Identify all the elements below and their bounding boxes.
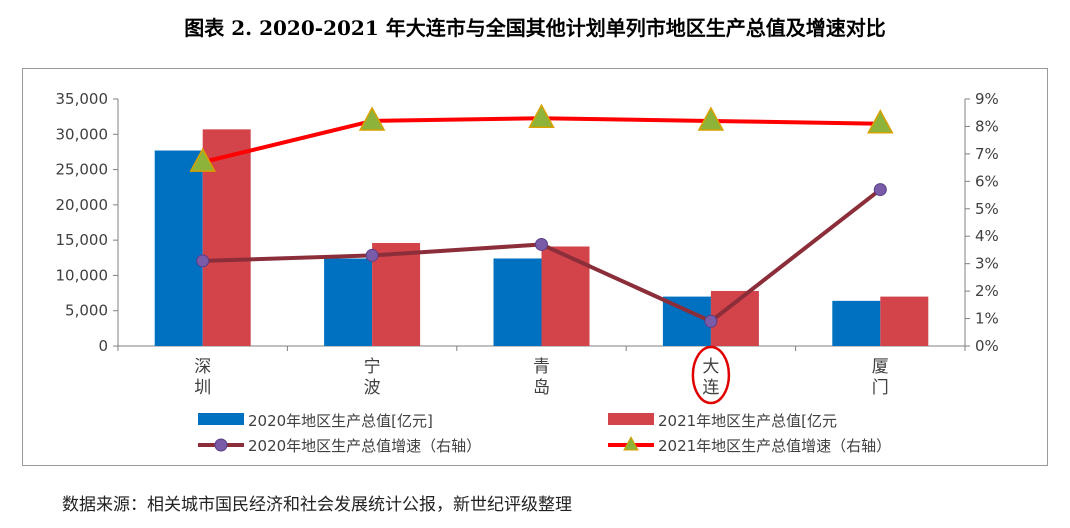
point-2021-growth: [528, 103, 555, 128]
right-axis-tick-label: 0%: [975, 337, 999, 355]
right-axis-tick-label: 3%: [975, 255, 999, 273]
bar-2020: [832, 300, 881, 346]
left-axis-tick-label: 30,000: [56, 125, 109, 143]
category-label-char: 圳: [194, 378, 211, 398]
axes: 0 5,000 10,000 15,000 20,000 25,000 30,000 35,0…: [56, 90, 999, 355]
legend-item: 2020年地区生产总值[亿元]: [198, 412, 433, 430]
bar-2021: [372, 242, 421, 346]
category-label: 青岛: [533, 357, 550, 398]
legend-item: 2021年地区生产总值增速（右轴）: [608, 435, 891, 455]
point-2020-growth: [704, 314, 718, 328]
left-axis-tick-label: 0: [98, 337, 108, 355]
point-2020-growth: [873, 183, 887, 197]
bars: [154, 129, 929, 346]
bar-2021: [710, 290, 759, 346]
category-label: 深圳: [194, 357, 211, 398]
chart-frame: [22, 68, 1048, 466]
legend-marker: [214, 438, 228, 452]
right-axis-tick-label: 5%: [975, 200, 999, 218]
category-label-char: 岛: [533, 378, 550, 398]
legend-label: 2020年地区生产总值增速（右轴）: [248, 437, 481, 455]
category-label-char: 波: [364, 378, 381, 398]
source-note: 数据来源：相关城市国民经济和社会发展统计公报，新世纪评级整理: [62, 495, 572, 515]
point-2021-growth: [697, 106, 725, 131]
right-axis-tick-label: 4%: [975, 227, 999, 245]
right-axis-tick-label: 1%: [975, 310, 999, 328]
left-axis-tick-label: 25,000: [56, 161, 109, 179]
bar-2020: [154, 150, 203, 346]
bar-2020: [324, 258, 373, 346]
category-label-char: 青: [533, 357, 550, 377]
category-label-char: 门: [872, 378, 889, 398]
category-label-char: 深: [194, 357, 211, 377]
point-2021-growth: [867, 109, 894, 134]
legend-swatch: [198, 413, 244, 425]
legend-label: 2020年地区生产总值[亿元]: [248, 412, 433, 430]
right-axis-tick-label: 8%: [975, 117, 999, 135]
legend-label: 2021年地区生产总值[亿元: [658, 412, 837, 430]
category-label-char: 宁: [364, 357, 381, 377]
right-axis-tick-label: 6%: [975, 172, 999, 190]
left-axis-tick-label: 35,000: [56, 90, 109, 108]
legend-swatch: [608, 413, 654, 425]
point-2020-growth: [365, 248, 379, 262]
left-axis-tick-label: 10,000: [56, 266, 109, 284]
point-2021-growth: [358, 106, 386, 131]
highlight-circle: [691, 345, 731, 405]
left-axis-tick-label: 20,000: [56, 196, 109, 214]
legend: 2020年地区生产总值[亿元] 2021年地区生产总值[亿元 2020年地区生产总值…: [198, 412, 891, 455]
point-2021-growth: [189, 147, 216, 172]
category-label-char: 连: [702, 378, 719, 398]
bar-2020: [493, 258, 542, 346]
category-label: 宁波: [364, 357, 381, 398]
point-2020-growth: [196, 254, 210, 268]
legend-item: 2021年地区生产总值[亿元: [608, 412, 837, 430]
legend-label: 2021年地区生产总值增速（右轴）: [658, 437, 891, 455]
category-label-char: 厦: [872, 357, 889, 377]
right-axis-tick-label: 2%: [975, 282, 999, 300]
category-label: 厦门: [872, 357, 889, 398]
category-label-char: 大: [702, 357, 719, 377]
right-axis-tick-label: 9%: [975, 90, 999, 108]
bar-2021: [880, 296, 929, 346]
left-axis-tick-label: 5,000: [65, 302, 108, 320]
chart-title: 图表 2. 2020-2021 年大连市与全国其他计划单列市地区生产总值及增速对…: [184, 16, 886, 40]
category-label: 大连: [702, 357, 719, 398]
legend-marker: [623, 435, 639, 451]
left-axis-tick-label: 15,000: [56, 231, 109, 249]
lines: [189, 103, 894, 328]
category-labels: 深圳 宁波 青岛 大连 厦门: [194, 345, 889, 405]
legend-item: 2020年地区生产总值增速（右轴）: [198, 437, 481, 455]
right-axis-tick-label: 7%: [975, 145, 999, 163]
point-2020-growth: [535, 237, 548, 251]
